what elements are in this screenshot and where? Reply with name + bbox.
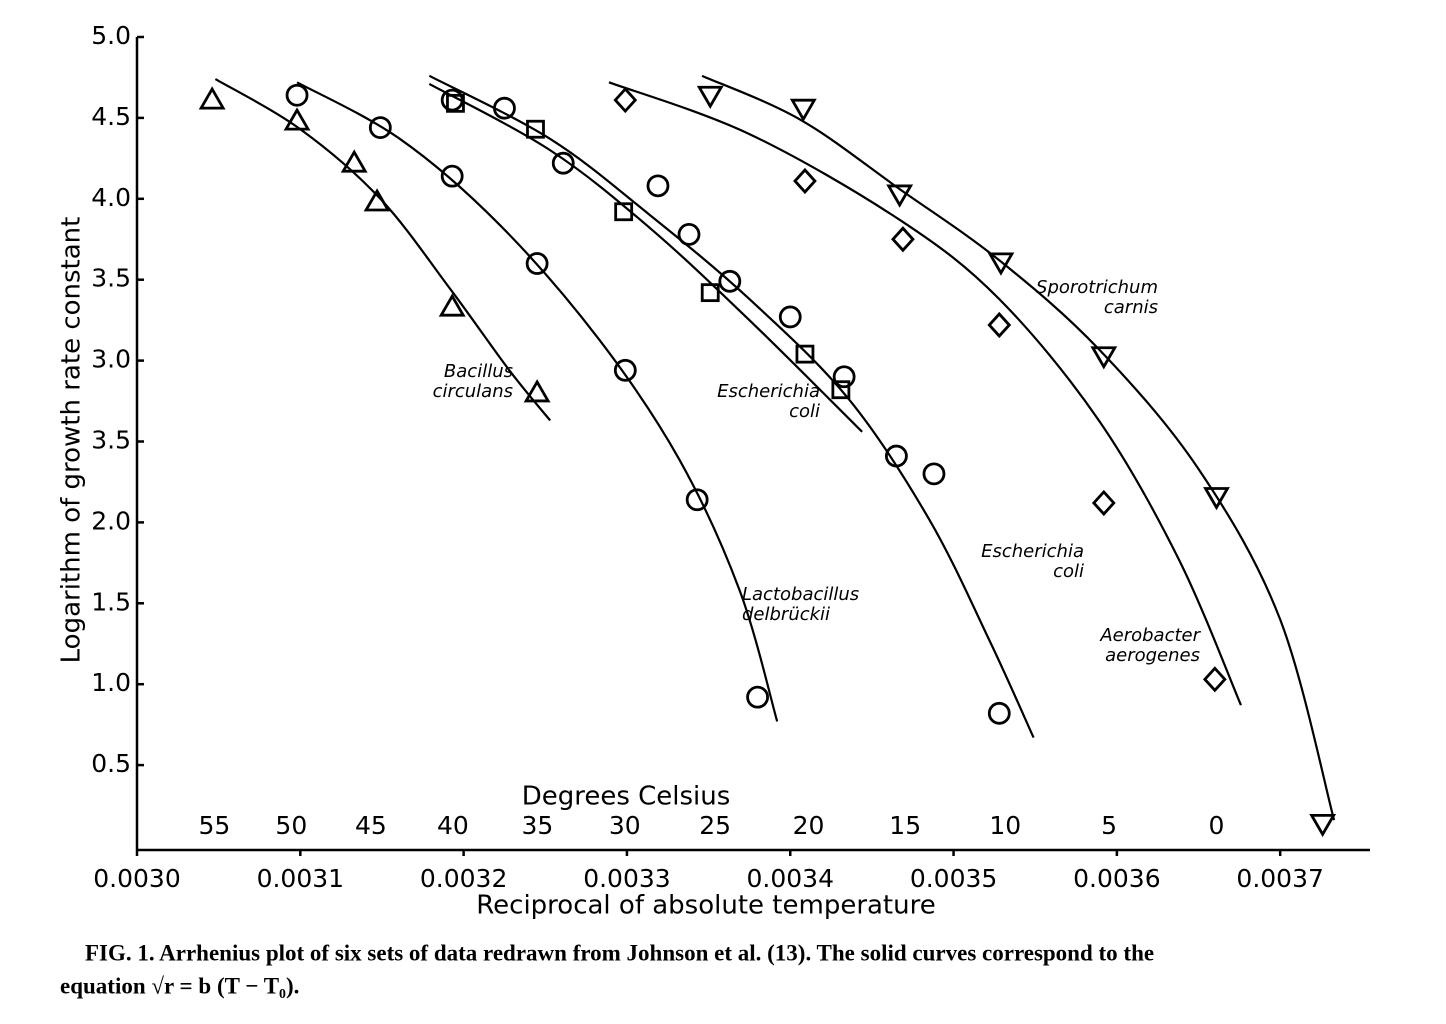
celsius-tick-label: 25 bbox=[699, 811, 731, 840]
data-point bbox=[446, 93, 465, 113]
series-label: Escherichia bbox=[981, 541, 1084, 562]
data-point bbox=[778, 305, 802, 329]
fit-curve bbox=[608, 81, 1242, 706]
series-label: Lactobacillus bbox=[742, 584, 859, 605]
data-point bbox=[696, 85, 724, 110]
celsius-tick-label: 50 bbox=[275, 811, 307, 840]
data-point bbox=[886, 184, 914, 208]
data-point bbox=[285, 83, 309, 107]
celsius-tick-label: 40 bbox=[437, 811, 469, 840]
series-label: Bacillus bbox=[444, 361, 513, 382]
data-point bbox=[440, 164, 464, 188]
y-axis-label: Logarithm of growth rate constant bbox=[57, 217, 87, 664]
data-point bbox=[987, 701, 1011, 725]
y-tick-label: 1.5 bbox=[91, 587, 131, 616]
data-point bbox=[368, 116, 392, 140]
data-point bbox=[198, 86, 226, 110]
data-point bbox=[831, 380, 851, 400]
series-label: coli bbox=[789, 401, 820, 422]
x-tick-label: 0.0030 bbox=[93, 864, 180, 893]
series-label: Sporotrichum bbox=[1036, 277, 1158, 298]
data-point bbox=[677, 222, 701, 246]
series-label: carnis bbox=[1104, 297, 1158, 318]
data-point bbox=[795, 344, 815, 364]
series-label: delbrückii bbox=[742, 604, 830, 625]
y-tick-label: 3.5 bbox=[91, 264, 131, 293]
celsius-tick-label: 10 bbox=[989, 811, 1021, 840]
data-point bbox=[1203, 487, 1230, 511]
series-label: aerogenes bbox=[1105, 645, 1200, 666]
data-point bbox=[718, 269, 742, 293]
x-axis-label: Reciprocal of absolute temperature bbox=[476, 891, 935, 921]
data-point bbox=[1202, 666, 1227, 693]
y-tick-label: 0.5 bbox=[91, 749, 131, 778]
celsius-tick-label: 35 bbox=[522, 811, 554, 840]
y-tick-label: 2.0 bbox=[91, 506, 131, 535]
data-point bbox=[526, 119, 545, 139]
series-label: Escherichia bbox=[717, 381, 820, 402]
data-point bbox=[525, 252, 549, 275]
data-point bbox=[613, 87, 638, 114]
data-point bbox=[1309, 813, 1337, 838]
fit-curve bbox=[428, 82, 863, 433]
data-point bbox=[1090, 346, 1118, 370]
x-tick-label: 0.0036 bbox=[1073, 864, 1160, 893]
celsius-tick-label: 15 bbox=[889, 811, 921, 840]
celsius-tick-label: 0 bbox=[1209, 811, 1225, 840]
celsius-tick-label: 20 bbox=[793, 811, 825, 840]
data-point bbox=[746, 685, 769, 709]
fit-curve bbox=[296, 81, 779, 722]
x-tick-label: 0.0033 bbox=[583, 864, 670, 893]
data-point bbox=[440, 88, 464, 112]
data-point bbox=[283, 107, 311, 131]
data-point bbox=[493, 96, 516, 120]
data-point bbox=[551, 151, 575, 175]
data-point bbox=[614, 202, 634, 222]
celsius-tick-label: 55 bbox=[199, 811, 231, 840]
data-point bbox=[987, 311, 1012, 339]
data-point bbox=[1091, 489, 1116, 517]
top-axis-title: Degrees Celsius bbox=[522, 782, 731, 812]
celsius-tick-label: 30 bbox=[609, 811, 641, 840]
data-point bbox=[613, 358, 637, 382]
series-label: Aerobacter bbox=[1099, 625, 1201, 646]
data-point bbox=[700, 283, 720, 303]
y-tick-label: 5.0 bbox=[91, 21, 131, 50]
data-point bbox=[685, 488, 709, 512]
data-point bbox=[891, 226, 915, 253]
data-point bbox=[438, 293, 466, 317]
data-point bbox=[793, 167, 817, 195]
fit-curve bbox=[214, 78, 552, 422]
series-label: coli bbox=[1053, 561, 1084, 582]
data-point bbox=[832, 365, 856, 389]
data-point bbox=[523, 379, 551, 403]
x-tick-label: 0.0031 bbox=[257, 864, 344, 893]
data-point bbox=[363, 188, 391, 212]
celsius-tick-label: 5 bbox=[1101, 811, 1117, 840]
x-tick-label: 0.0032 bbox=[420, 864, 507, 893]
x-tick-label: 0.0035 bbox=[910, 864, 997, 893]
y-tick-label: 4.0 bbox=[91, 183, 131, 212]
x-tick-label: 0.0037 bbox=[1236, 864, 1323, 893]
caption-line: equation √r = b (T − T₀). bbox=[60, 973, 299, 998]
data-point bbox=[884, 444, 908, 468]
caption-line: FIG. 1. Arrhenius plot of six sets of da… bbox=[85, 940, 1154, 965]
data-point bbox=[789, 98, 817, 122]
fit-curve bbox=[428, 74, 1035, 739]
fit-curve bbox=[701, 74, 1336, 821]
celsius-tick-label: 45 bbox=[355, 811, 387, 840]
y-tick-label: 3.5 bbox=[91, 426, 131, 455]
x-tick-label: 0.0034 bbox=[747, 864, 834, 893]
y-tick-label: 1.0 bbox=[91, 668, 131, 697]
y-tick-label: 4.5 bbox=[91, 102, 131, 131]
series-label: circulans bbox=[433, 381, 513, 402]
y-tick-label: 3.0 bbox=[91, 345, 131, 374]
data-point bbox=[987, 252, 1015, 276]
data-point bbox=[340, 149, 368, 173]
data-point bbox=[922, 462, 946, 486]
data-point bbox=[646, 174, 670, 198]
